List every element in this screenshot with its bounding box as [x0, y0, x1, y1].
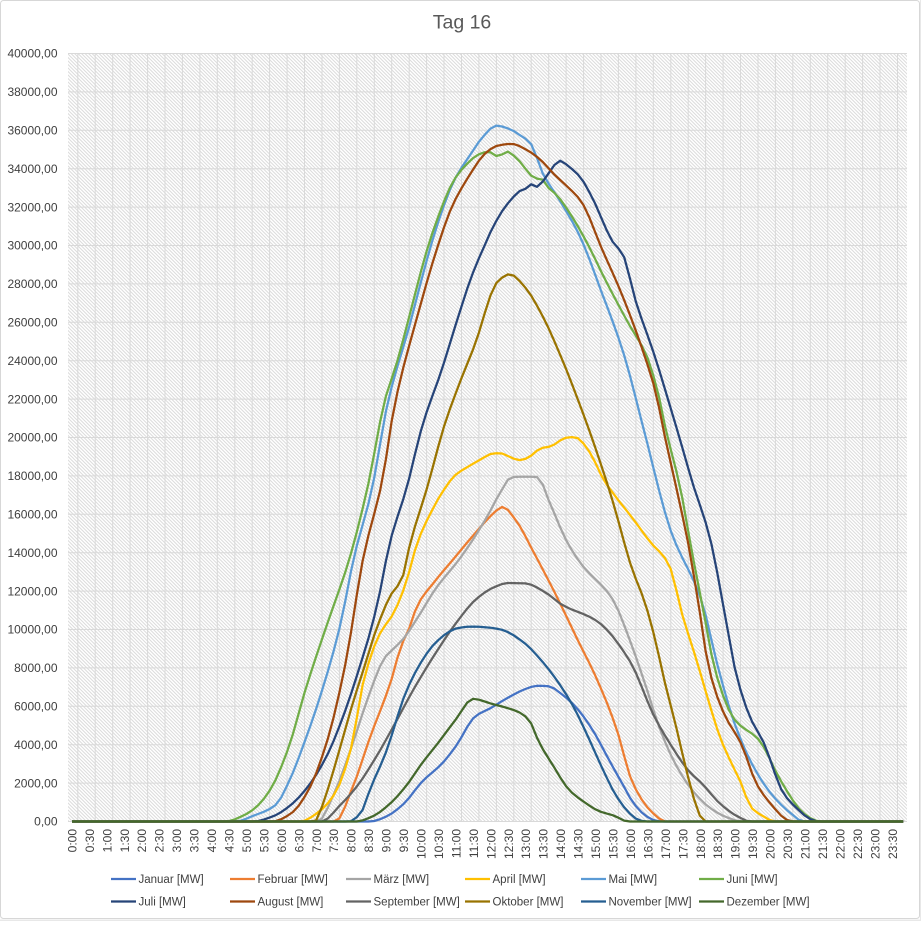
- svg-text:30000,00: 30000,00: [7, 239, 57, 253]
- svg-text:4000,00: 4000,00: [14, 738, 58, 752]
- svg-text:20:00: 20:00: [764, 829, 778, 859]
- svg-text:11:00: 11:00: [449, 829, 463, 858]
- svg-text:26000,00: 26000,00: [7, 316, 57, 330]
- svg-text:Oktober [MW]: Oktober [MW]: [493, 896, 564, 908]
- svg-text:15:00: 15:00: [589, 829, 603, 859]
- svg-text:22:00: 22:00: [833, 829, 847, 859]
- svg-text:14:30: 14:30: [572, 829, 586, 859]
- svg-text:April [MW]: April [MW]: [493, 874, 546, 886]
- svg-text:18000,00: 18000,00: [7, 469, 57, 483]
- svg-text:9:30: 9:30: [397, 829, 411, 853]
- svg-text:Februar [MW]: Februar [MW]: [258, 874, 328, 886]
- svg-text:16000,00: 16000,00: [7, 508, 57, 522]
- svg-text:21:00: 21:00: [799, 829, 813, 859]
- svg-text:40000,00: 40000,00: [7, 47, 57, 61]
- svg-text:6000,00: 6000,00: [14, 700, 58, 714]
- svg-text:2:30: 2:30: [153, 829, 167, 853]
- svg-text:14000,00: 14000,00: [7, 546, 57, 560]
- svg-text:2000,00: 2000,00: [14, 776, 58, 790]
- svg-text:12:30: 12:30: [502, 829, 516, 859]
- svg-text:12:00: 12:00: [484, 829, 498, 859]
- svg-text:1:30: 1:30: [118, 829, 132, 853]
- svg-text:September [MW]: September [MW]: [374, 896, 460, 908]
- svg-text:6:30: 6:30: [292, 829, 306, 853]
- svg-text:23:00: 23:00: [868, 829, 882, 859]
- svg-text:23:30: 23:30: [886, 829, 900, 859]
- svg-text:0:30: 0:30: [83, 829, 97, 853]
- svg-text:19:30: 19:30: [746, 829, 760, 859]
- svg-text:10:00: 10:00: [415, 829, 429, 859]
- svg-text:12000,00: 12000,00: [7, 584, 57, 598]
- svg-text:August [MW]: August [MW]: [258, 896, 324, 908]
- svg-text:3:00: 3:00: [170, 829, 184, 853]
- svg-text:15:30: 15:30: [607, 829, 621, 859]
- svg-text:21:30: 21:30: [816, 829, 830, 859]
- svg-text:10000,00: 10000,00: [7, 623, 57, 637]
- svg-text:20:30: 20:30: [781, 829, 795, 859]
- svg-text:Dezember [MW]: Dezember [MW]: [727, 896, 810, 908]
- svg-text:Juli [MW]: Juli [MW]: [139, 896, 186, 908]
- svg-text:22000,00: 22000,00: [7, 392, 57, 406]
- svg-text:5:30: 5:30: [257, 829, 271, 853]
- svg-text:16:00: 16:00: [624, 829, 638, 859]
- svg-text:13:00: 13:00: [519, 829, 533, 859]
- svg-text:1:00: 1:00: [100, 829, 114, 853]
- svg-text:19:00: 19:00: [729, 829, 743, 859]
- svg-text:Mai [MW]: Mai [MW]: [609, 874, 658, 886]
- svg-text:13:30: 13:30: [537, 829, 551, 859]
- svg-text:8:30: 8:30: [362, 829, 376, 853]
- svg-text:16:30: 16:30: [641, 829, 655, 859]
- svg-text:März [MW]: März [MW]: [374, 874, 430, 886]
- svg-text:9:00: 9:00: [380, 829, 394, 853]
- svg-text:4:30: 4:30: [223, 829, 237, 853]
- svg-text:17:30: 17:30: [676, 829, 690, 859]
- svg-text:22:30: 22:30: [851, 829, 865, 859]
- svg-text:0:00: 0:00: [65, 829, 79, 853]
- svg-text:2:00: 2:00: [135, 829, 149, 853]
- svg-text:14:00: 14:00: [554, 829, 568, 859]
- svg-text:Tag 16: Tag 16: [433, 12, 492, 34]
- svg-text:11:30: 11:30: [467, 829, 481, 858]
- svg-text:November [MW]: November [MW]: [609, 896, 692, 908]
- svg-text:36000,00: 36000,00: [7, 124, 57, 138]
- svg-text:18:30: 18:30: [711, 829, 725, 859]
- svg-text:8:00: 8:00: [345, 829, 359, 853]
- svg-text:7:00: 7:00: [310, 829, 324, 853]
- svg-text:3:30: 3:30: [188, 829, 202, 853]
- svg-text:38000,00: 38000,00: [7, 85, 57, 99]
- svg-text:10:30: 10:30: [432, 829, 446, 859]
- svg-text:24000,00: 24000,00: [7, 354, 57, 368]
- svg-text:Januar [MW]: Januar [MW]: [139, 874, 204, 886]
- svg-text:8000,00: 8000,00: [14, 661, 58, 675]
- svg-text:5:00: 5:00: [240, 829, 254, 853]
- svg-text:28000,00: 28000,00: [7, 277, 57, 291]
- svg-text:6:00: 6:00: [275, 829, 289, 853]
- svg-text:18:00: 18:00: [694, 829, 708, 859]
- svg-text:20000,00: 20000,00: [7, 431, 57, 445]
- svg-text:Juni [MW]: Juni [MW]: [727, 874, 778, 886]
- svg-text:4:00: 4:00: [205, 829, 219, 853]
- svg-text:34000,00: 34000,00: [7, 162, 57, 176]
- svg-text:0,00: 0,00: [34, 815, 58, 829]
- svg-text:7:30: 7:30: [327, 829, 341, 853]
- svg-text:17:00: 17:00: [659, 829, 673, 859]
- svg-text:32000,00: 32000,00: [7, 200, 57, 214]
